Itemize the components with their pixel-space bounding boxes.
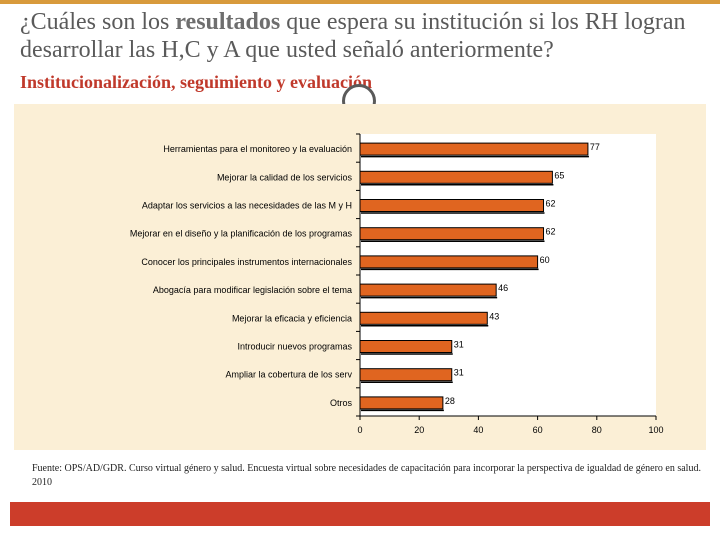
title-bold-word: resultados: [175, 9, 281, 35]
category-label: Abogacía para modificar legislación sobr…: [153, 285, 352, 295]
category-label: Conocer los principales instrumentos int…: [141, 257, 352, 267]
category-label: Adaptar los servicios a las necesidades …: [142, 201, 352, 211]
data-label: 62: [546, 199, 556, 209]
category-label: Introducir nuevos programas: [237, 342, 352, 352]
data-label: 28: [445, 396, 455, 406]
bar: [359, 311, 488, 325]
title-part-2: que espera su institución si los RH logr…: [20, 9, 686, 63]
bar: [359, 283, 497, 297]
x-tick-label: 80: [592, 425, 602, 435]
section-subtitle: Institucionalización, seguimiento y eval…: [20, 72, 373, 92]
x-tick-label: 100: [648, 425, 663, 435]
bar: [359, 170, 553, 184]
bar: [359, 199, 545, 212]
bar: [359, 396, 444, 410]
data-label: 31: [454, 368, 464, 378]
category-label: Otros: [330, 398, 353, 408]
data-label: 31: [454, 340, 464, 350]
category-label: Ampliar la cobertura de los serv: [225, 370, 352, 380]
x-tick-label: 40: [473, 425, 483, 435]
x-tick-label: 0: [357, 425, 362, 435]
category-label: Mejorar en el diseño y la planificación …: [130, 229, 353, 239]
bar: [359, 255, 539, 269]
category-label: Mejorar la eficacia y eficiencia: [232, 313, 352, 323]
x-tick-label: 60: [533, 425, 543, 435]
source-note: Fuente: OPS/AD/GDR. Curso virtual género…: [32, 463, 701, 488]
data-label: 77: [590, 142, 600, 152]
data-label: 60: [540, 255, 550, 265]
page-title: ¿Cuáles son los resultados que espera su…: [20, 8, 710, 64]
x-tick-label: 20: [414, 425, 424, 435]
data-label: 62: [546, 227, 556, 237]
bar: [359, 227, 545, 241]
top-accent-rule: [0, 0, 720, 4]
bar: [359, 142, 589, 156]
footer-accent-bar: [10, 502, 710, 526]
category-label: Mejorar la calidad de los servicios: [217, 172, 353, 182]
bar-chart: 0 20 40 60 80 100 Herramientas para el monitor…: [130, 133, 664, 435]
title-part-1: ¿Cuáles son los: [20, 9, 176, 35]
data-label: 43: [489, 311, 499, 321]
category-label: Herramientas para el monitoreo y la eval…: [163, 144, 352, 154]
bar: [359, 340, 453, 353]
data-label: 65: [554, 170, 564, 180]
bar: [359, 368, 453, 382]
data-label: 46: [498, 283, 508, 293]
